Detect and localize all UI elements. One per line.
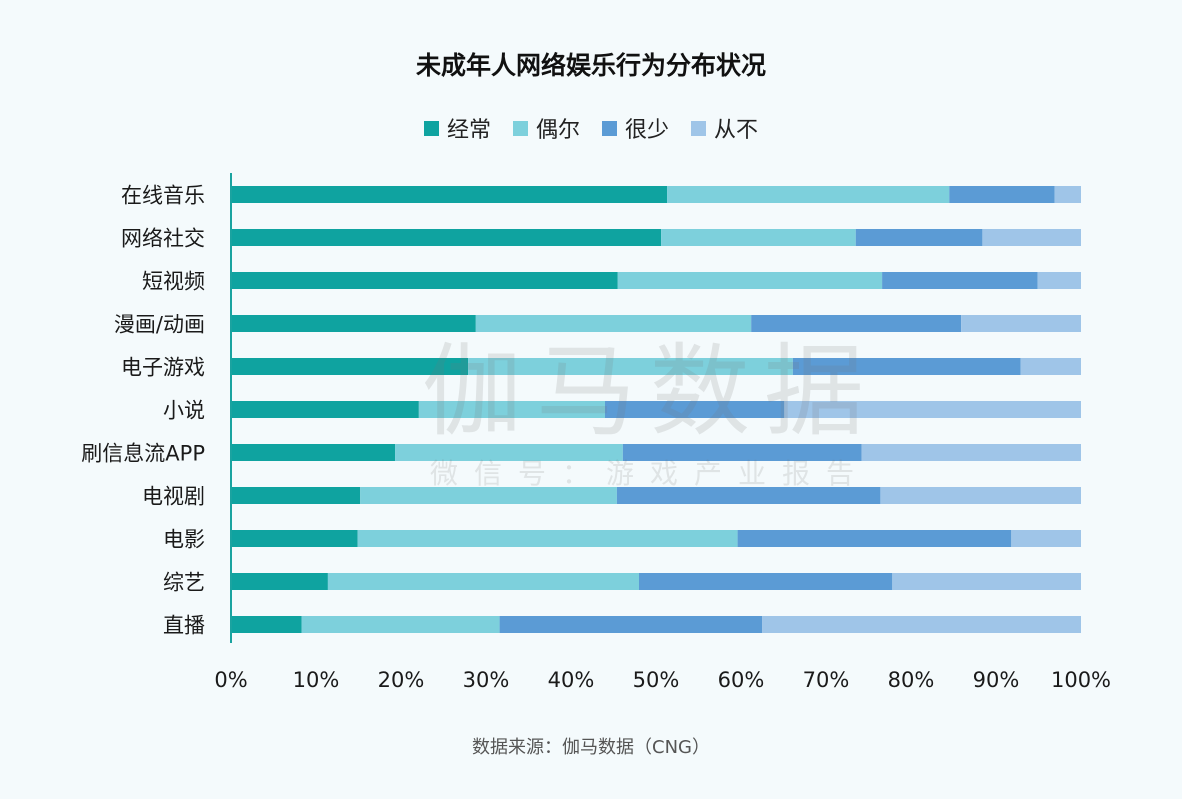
bar-segment-1-0 [231,229,662,246]
legend-label-3: 从不 [714,118,759,143]
category-label-7: 电视剧 [142,485,205,509]
bar-segment-2-3 [1037,272,1081,289]
bar-segment-0-2 [949,186,1055,203]
bar-segment-5-2 [605,401,785,418]
bar-segment-1-2 [855,229,983,246]
category-label-4: 电子游戏 [121,356,205,380]
bar-segment-5-1 [418,401,605,418]
bar-segment-4-3 [1020,358,1081,375]
bar-segment-10-1 [301,616,500,633]
category-label-5: 小说 [163,399,205,423]
chart-title: 未成年人网络娱乐行为分布状况 [415,51,766,80]
bar-segment-3-1 [475,315,752,332]
bar-segment-3-2 [751,315,962,332]
bar-segment-2-0 [231,272,618,289]
x-tick-label-0: 0% [214,668,247,692]
bar-segment-0-3 [1054,186,1081,203]
legend-label-2: 很少 [625,118,670,143]
legend-item-3: 从不 [691,112,758,144]
bar-segment-4-2 [792,358,1021,375]
bar-segment-8-3 [1011,530,1081,547]
bar-segment-3-3 [961,315,1081,332]
x-tick-label-7: 70% [803,668,850,692]
bar-segment-10-3 [762,616,1081,633]
legend-swatch-1 [512,120,528,136]
x-tick-label-6: 60% [718,668,765,692]
category-label-1: 网络社交 [121,227,205,251]
category-label-6: 刷信息流APP [81,442,205,466]
legend-item-0: 经常 [423,112,491,144]
category-label-8: 电影 [163,528,205,552]
legend-swatch-3 [691,120,707,136]
legend-label-0: 经常 [446,118,491,143]
category-label-10: 直播 [163,614,205,638]
bar-segment-5-0 [231,401,419,418]
x-tick-label-9: 90% [973,668,1020,692]
bar-segment-6-1 [395,444,623,461]
bar-segment-8-0 [231,530,358,547]
legend-label-1: 偶尔 [535,118,580,143]
source-note: 数据来源：伽马数据（CNG） [472,737,710,758]
bar-segment-9-3 [892,573,1081,590]
x-tick-label-4: 40% [548,668,595,692]
bar-segment-1-3 [982,229,1081,246]
bar-segment-10-2 [499,616,763,633]
bar-segment-6-0 [231,444,396,461]
legend-swatch-2 [602,120,617,136]
bar-segment-10-0 [231,616,302,633]
bar-segment-7-2 [616,487,881,504]
x-tick-label-3: 30% [463,668,510,692]
bar-segment-7-3 [880,487,1081,504]
x-tick-label-1: 10% [293,668,340,692]
x-tick-label-10: 100% [1051,668,1111,692]
bar-segment-1-1 [661,229,856,246]
bar-segment-6-3 [861,444,1081,461]
category-label-3: 漫画/动画 [114,313,205,337]
bar-segment-9-1 [327,573,639,590]
category-label-0: 在线音乐 [121,184,205,208]
legend-item-2: 很少 [602,112,669,144]
bar-segment-8-2 [737,530,1012,547]
chart-legend: 经常 偶尔 很少 从不 [0,112,1182,144]
bar-segment-8-1 [357,530,738,547]
x-tick-label-2: 20% [378,668,425,692]
bar-segment-4-0 [231,358,469,375]
bar-segment-6-2 [622,444,862,461]
bar-segment-2-2 [882,272,1038,289]
bar-segment-4-1 [468,358,793,375]
x-tick-label-8: 80% [888,668,935,692]
bar-segment-3-0 [231,315,476,332]
legend-item-1: 偶尔 [512,112,580,144]
bar-segment-9-0 [231,573,328,590]
bar-segment-2-1 [617,272,883,289]
bar-segment-0-1 [667,186,950,203]
bar-segment-7-0 [231,487,361,504]
bar-segment-9-2 [639,573,893,590]
category-label-9: 综艺 [163,571,205,595]
bar-segment-5-3 [784,401,1081,418]
bar-segment-7-1 [360,487,617,504]
legend-swatch-0 [423,120,439,136]
x-tick-label-5: 50% [633,668,680,692]
category-label-2: 短视频 [142,270,205,294]
bar-segment-0-0 [231,186,668,203]
